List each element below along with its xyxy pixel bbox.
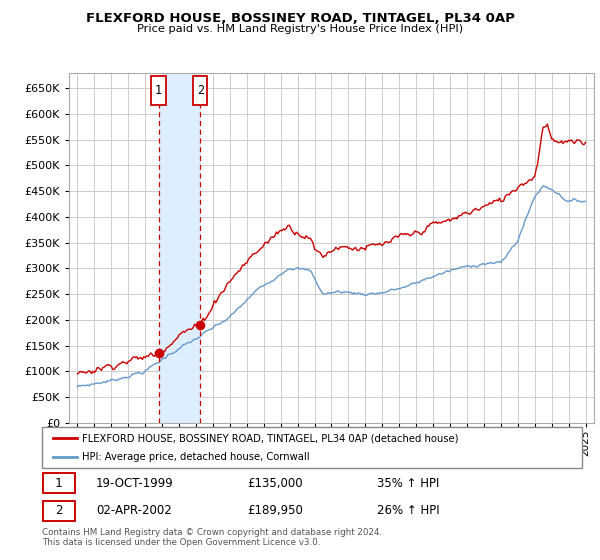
Text: 19-OCT-1999: 19-OCT-1999 (96, 477, 174, 489)
Text: FLEXFORD HOUSE, BOSSINEY ROAD, TINTAGEL, PL34 0AP (detached house): FLEXFORD HOUSE, BOSSINEY ROAD, TINTAGEL,… (83, 433, 459, 443)
Bar (158, 73, 200, 423)
Text: 1: 1 (155, 85, 162, 97)
Bar (151, 76, 166, 105)
Text: 2: 2 (55, 505, 62, 517)
Text: FLEXFORD HOUSE, BOSSINEY ROAD, TINTAGEL, PL34 0AP: FLEXFORD HOUSE, BOSSINEY ROAD, TINTAGEL,… (86, 12, 514, 25)
Text: 1: 1 (55, 477, 62, 489)
Bar (43, 473, 75, 493)
Bar (193, 76, 208, 105)
Text: £135,000: £135,000 (247, 477, 303, 489)
Bar (43, 501, 75, 521)
Text: 02-APR-2002: 02-APR-2002 (96, 505, 172, 517)
Text: £189,950: £189,950 (247, 505, 303, 517)
Text: 35% ↑ HPI: 35% ↑ HPI (377, 477, 439, 489)
Text: 2: 2 (197, 85, 204, 97)
Text: Price paid vs. HM Land Registry's House Price Index (HPI): Price paid vs. HM Land Registry's House … (137, 24, 463, 34)
Text: 26% ↑ HPI: 26% ↑ HPI (377, 505, 439, 517)
Text: Contains HM Land Registry data © Crown copyright and database right 2024.
This d: Contains HM Land Registry data © Crown c… (42, 528, 382, 547)
Text: HPI: Average price, detached house, Cornwall: HPI: Average price, detached house, Corn… (83, 452, 310, 461)
